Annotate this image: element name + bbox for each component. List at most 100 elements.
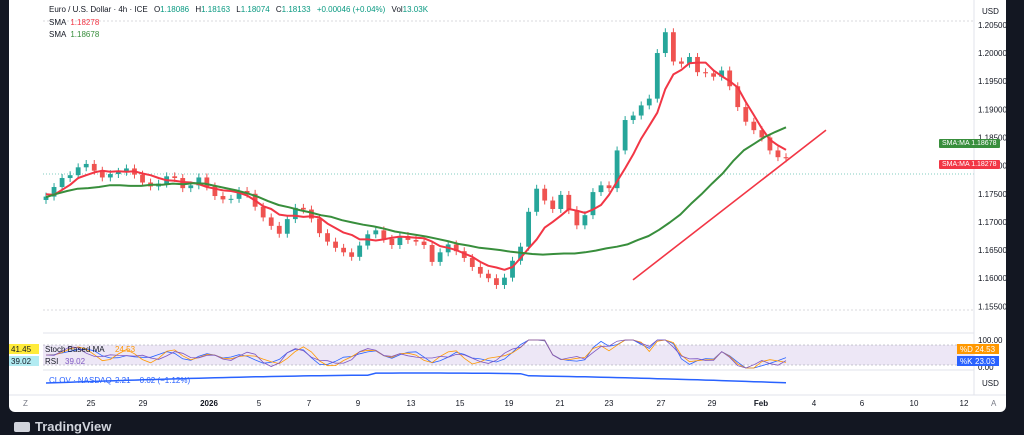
symbol-title[interactable]: Euro / U.S. Dollar · 4h · ICE [49,5,148,14]
candle-body[interactable] [477,266,483,274]
candle-body[interactable] [115,171,121,175]
sma-slow-line[interactable] [45,126,787,256]
candle-body[interactable] [276,225,282,234]
candle-body[interactable] [284,219,290,234]
candle-body[interactable] [638,105,644,116]
sma-fast-line[interactable] [45,61,787,271]
candle-body[interactable] [727,70,733,87]
candle-body[interactable] [220,196,226,200]
candle-body[interactable] [228,198,234,200]
candle-body[interactable] [124,168,129,172]
candle-body[interactable] [574,210,580,226]
candle-body[interactable] [236,190,242,199]
candle-body[interactable] [703,72,708,74]
candle-body[interactable] [453,244,459,252]
candle-body[interactable] [67,175,73,179]
candle-body[interactable] [397,236,403,246]
candle-body[interactable] [83,163,89,168]
candle-body[interactable] [373,230,379,235]
candle-body[interactable] [349,252,355,257]
candle-body[interactable] [735,86,741,108]
time-tick-label: 13 [407,399,416,408]
candle-body[interactable] [679,61,684,64]
candle-body[interactable] [212,186,218,197]
candle-body[interactable] [606,185,612,189]
candle-body[interactable] [107,174,113,178]
candle-body[interactable] [260,206,266,218]
candle-body[interactable] [534,188,540,212]
candle-body[interactable] [719,70,725,77]
candle-body[interactable] [437,252,443,262]
candle-body[interactable] [783,157,789,159]
candle-body[interactable] [389,238,395,246]
candle-body[interactable] [91,163,97,171]
candle-body[interactable] [510,260,515,278]
sma-fast-tag-label: SMA:MA [942,161,970,168]
candle-body[interactable] [333,241,338,248]
candle-body[interactable] [43,196,49,200]
sma-fast-legend[interactable]: SMA 1.18278 [49,18,103,27]
candle-body[interactable] [421,241,427,246]
trend-line[interactable] [632,129,827,281]
candle-body[interactable] [743,107,749,122]
candle-body[interactable] [630,115,636,121]
candle-body[interactable] [558,194,564,209]
candle-body[interactable] [300,207,306,210]
candle-body[interactable] [357,245,363,257]
candle-body[interactable] [461,251,467,258]
candle-body[interactable] [502,277,507,285]
candle-body[interactable] [590,192,596,216]
candle-body[interactable] [469,257,475,267]
candle-body[interactable] [196,177,202,186]
candle-body[interactable] [317,218,322,234]
candle-body[interactable] [51,187,57,197]
candle-body[interactable] [775,150,781,158]
candle-body[interactable] [654,53,660,99]
candle-body[interactable] [542,188,548,201]
candle-body[interactable] [75,167,81,176]
candle-body[interactable] [309,209,314,219]
candle-body[interactable] [759,130,765,138]
sma-slow-price-tag: SMA:MA 1.18678 [939,139,1000,148]
y-tick-label: 1.20000 [978,49,1006,58]
candle-body[interactable] [598,185,604,193]
candle-body[interactable] [550,200,556,209]
candle-body[interactable] [526,211,532,247]
candle-body[interactable] [582,215,588,226]
candle-body[interactable] [59,178,65,188]
tradingview-watermark: TradingView [14,419,111,434]
candle-body[interactable] [485,273,491,279]
candle-body[interactable] [751,121,757,131]
candle-body[interactable] [687,56,692,64]
candle-body[interactable] [413,239,419,242]
candle-body[interactable] [622,120,628,151]
candle-body[interactable] [614,150,620,189]
y-tick-label: 1.16000 [978,274,1006,283]
candle-body[interactable] [99,170,105,178]
candle-body[interactable] [140,174,145,183]
sma-slow-legend[interactable]: SMA 1.18678 [49,30,103,39]
candle-body[interactable] [325,233,330,242]
candle-body[interactable] [188,185,194,189]
price-chart[interactable]: 1.15500 1.16000 1.16500 1.17000 1.17500 1.180… [9,0,1006,412]
candle-body[interactable] [767,137,773,151]
candle-body[interactable] [292,207,298,220]
candle-body[interactable] [711,73,717,77]
candle-body[interactable] [341,247,347,253]
candle-body[interactable] [494,278,499,285]
candle-body[interactable] [566,194,572,211]
candle-body[interactable] [268,217,274,226]
candle-body[interactable] [180,178,186,189]
candle-body[interactable] [695,56,700,73]
currency-label-lower: USD [982,379,999,388]
candle-body[interactable] [172,176,178,179]
stoch-d-value: 24.53 [115,345,136,354]
candle-body[interactable] [646,98,652,106]
candle-body[interactable] [429,245,435,262]
time-tick-label: 9 [356,399,361,408]
candle-body[interactable] [670,32,676,62]
candle-body[interactable] [381,230,387,239]
candle-body[interactable] [662,32,668,54]
time-tick-label: 5 [257,399,262,408]
candle-body[interactable] [204,177,210,187]
